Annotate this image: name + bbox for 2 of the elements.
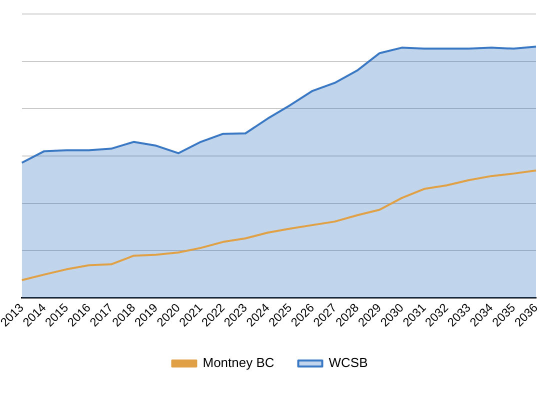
legend-label: WCSB: [328, 355, 368, 370]
legend-label: Montney BC: [202, 355, 274, 370]
